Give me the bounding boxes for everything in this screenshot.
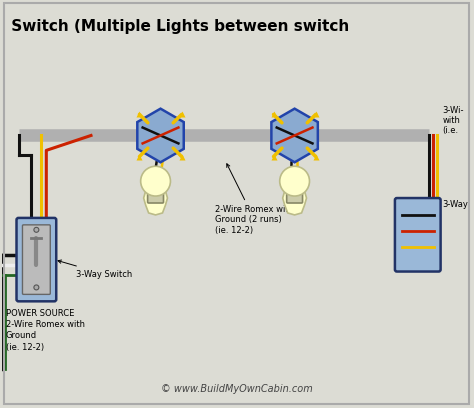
Polygon shape xyxy=(272,109,318,162)
Circle shape xyxy=(34,285,39,290)
FancyBboxPatch shape xyxy=(395,198,441,272)
Polygon shape xyxy=(137,109,184,162)
Text: POWER SOURCE
2-Wire Romex with
Ground
(ie. 12-2): POWER SOURCE 2-Wire Romex with Ground (i… xyxy=(6,309,84,352)
FancyBboxPatch shape xyxy=(22,225,50,295)
Text: 3-Way Switch: 3-Way Switch xyxy=(58,260,132,279)
Polygon shape xyxy=(144,191,167,215)
Circle shape xyxy=(141,166,171,196)
FancyBboxPatch shape xyxy=(147,192,164,203)
Text: 3-Wi-
with
(i.e.: 3-Wi- with (i.e. xyxy=(443,106,464,135)
Text: Switch (Multiple Lights between switch: Switch (Multiple Lights between switch xyxy=(6,19,349,34)
FancyBboxPatch shape xyxy=(17,218,56,302)
Text: © www.BuildMyOwnCabin.com: © www.BuildMyOwnCabin.com xyxy=(161,384,313,394)
Circle shape xyxy=(280,166,310,196)
FancyBboxPatch shape xyxy=(287,192,302,203)
Text: 2-Wire Romex with
Ground (2 runs)
(ie. 12-2): 2-Wire Romex with Ground (2 runs) (ie. 1… xyxy=(215,164,294,235)
Circle shape xyxy=(34,227,39,232)
Text: 3-Way: 3-Way xyxy=(443,200,468,209)
Polygon shape xyxy=(283,191,307,215)
